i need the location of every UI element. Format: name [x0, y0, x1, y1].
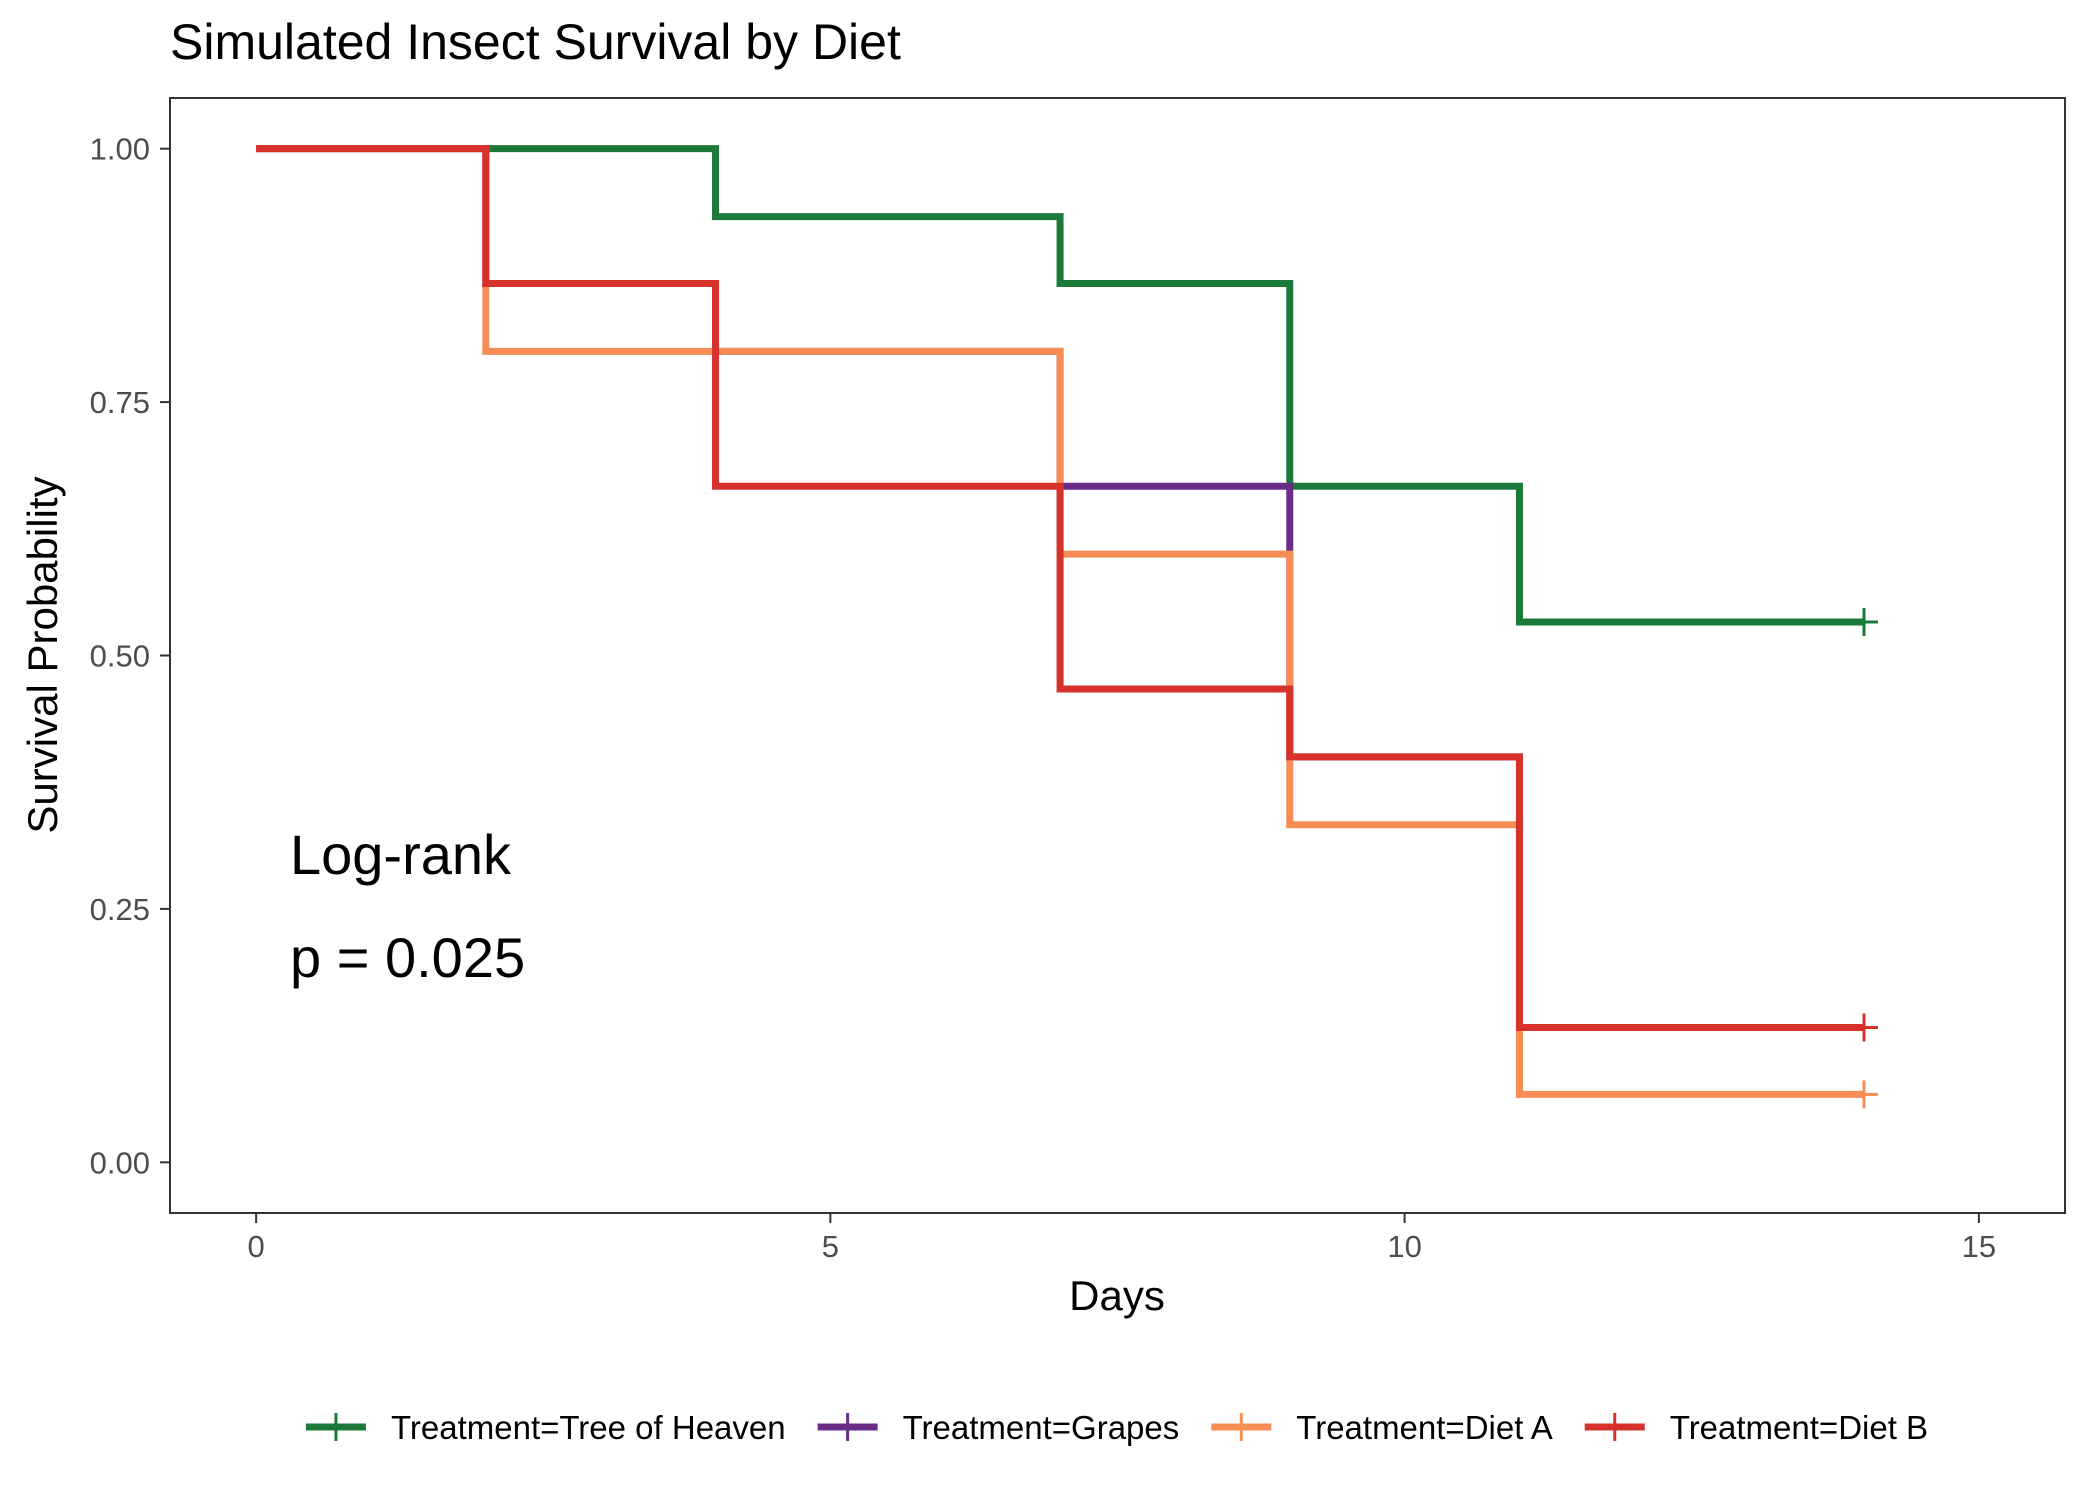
censor-mark-treatment-tree-of-heaven	[1850, 608, 1879, 637]
x-axis-title: Days	[1069, 1272, 1165, 1319]
legend-item-treatment-grapes: Treatment=Grapes	[817, 1409, 1180, 1446]
y-axis-title: Survival Probability	[19, 476, 66, 833]
censor-marks	[1850, 608, 1879, 1109]
legend-label: Treatment=Diet B	[1670, 1409, 1928, 1446]
y-axis: 0.00 0.25 0.50 0.75 1.00	[90, 132, 170, 1180]
series-line-treatment-tree-of-heaven	[256, 145, 1865, 626]
legend-key	[817, 1413, 878, 1441]
x-tick-label: 10	[1387, 1229, 1421, 1264]
series-layer	[256, 145, 1865, 1098]
x-axis: 0 5 10 15	[248, 1213, 1996, 1264]
legend-item-treatment-tree-of-heaven: Treatment=Tree of Heaven	[305, 1409, 786, 1446]
censor-mark-treatment-diet-b	[1850, 1013, 1879, 1042]
pvalue-annotation: p = 0.025	[290, 926, 525, 989]
y-tick-label: 1.00	[90, 132, 150, 167]
legend: Treatment=Tree of Heaven Treatment=Grapes…	[305, 1409, 1928, 1446]
legend-label: Treatment=Diet A	[1296, 1409, 1552, 1446]
y-tick-label: 0.00	[90, 1145, 150, 1180]
legend-key	[305, 1413, 366, 1441]
series-line-treatment-diet-b	[256, 145, 1865, 1031]
logrank-annotation: Log-rank	[290, 823, 512, 886]
x-tick-label: 0	[248, 1229, 265, 1264]
legend-item-treatment-diet-a: Treatment=Diet A	[1211, 1409, 1553, 1446]
censor-mark-treatment-diet-a	[1850, 1080, 1879, 1109]
x-tick-label: 5	[822, 1229, 839, 1264]
legend-key	[1211, 1413, 1272, 1441]
legend-label: Treatment=Tree of Heaven	[391, 1409, 786, 1446]
y-tick-label: 0.25	[90, 892, 150, 927]
plot-panel	[169, 97, 2066, 1214]
chart-title: Simulated Insect Survival by Diet	[170, 14, 901, 70]
legend-item-treatment-diet-b: Treatment=Diet B	[1584, 1409, 1928, 1446]
legend-key	[1584, 1413, 1645, 1441]
y-tick-label: 0.50	[90, 639, 150, 674]
legend-label: Treatment=Grapes	[903, 1409, 1180, 1446]
y-tick-label: 0.75	[90, 385, 150, 420]
x-tick-label: 15	[1962, 1229, 1996, 1264]
